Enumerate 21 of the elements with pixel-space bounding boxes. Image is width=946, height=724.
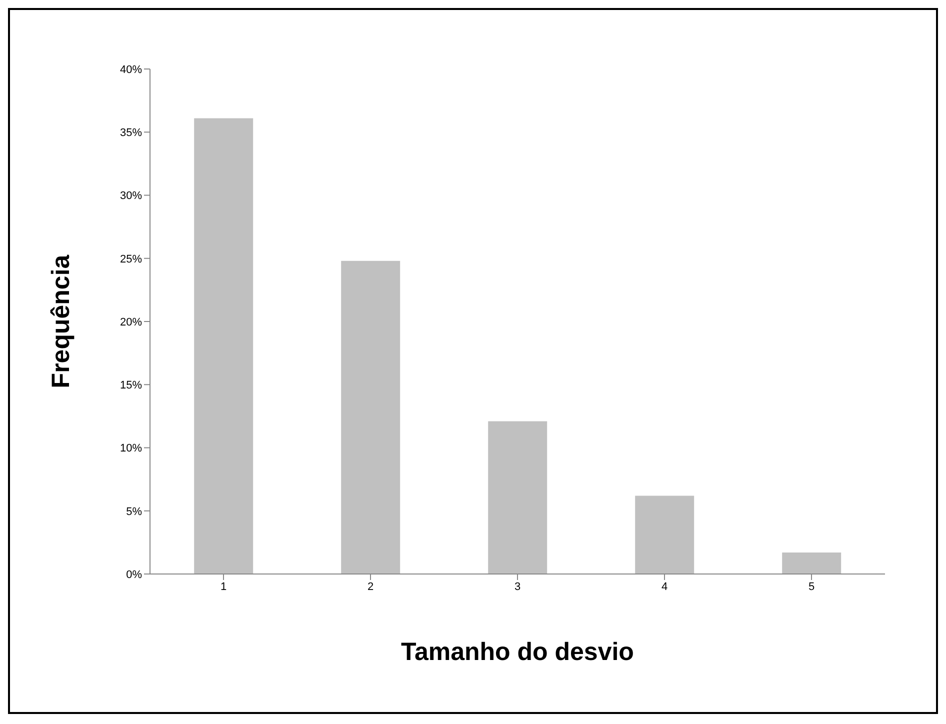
y-axis-title: Frequência (46, 254, 75, 388)
y-tick-label: 10% (120, 442, 142, 455)
bar (635, 496, 694, 574)
y-tick-label: 30% (120, 190, 142, 202)
y-tick-label: 0% (126, 568, 142, 581)
y-tick-label: 20% (120, 316, 142, 328)
bar (341, 260, 400, 574)
bar (488, 421, 548, 574)
x-tick-label: 4 (661, 580, 668, 593)
bar (782, 552, 842, 574)
x-tick-label: 5 (808, 580, 815, 593)
x-tick-label: 2 (367, 580, 374, 593)
y-tick-label: 5% (126, 506, 142, 518)
bar (194, 118, 254, 574)
x-tick-label: 1 (220, 580, 227, 593)
y-tick-label: 15% (120, 380, 142, 392)
y-tick-label: 35% (120, 127, 142, 140)
x-axis-title: Tamanho do desvio (401, 638, 634, 666)
y-tick-label: 25% (120, 253, 142, 266)
y-tick-label: 40% (120, 64, 142, 76)
x-tick-label: 3 (514, 580, 521, 593)
